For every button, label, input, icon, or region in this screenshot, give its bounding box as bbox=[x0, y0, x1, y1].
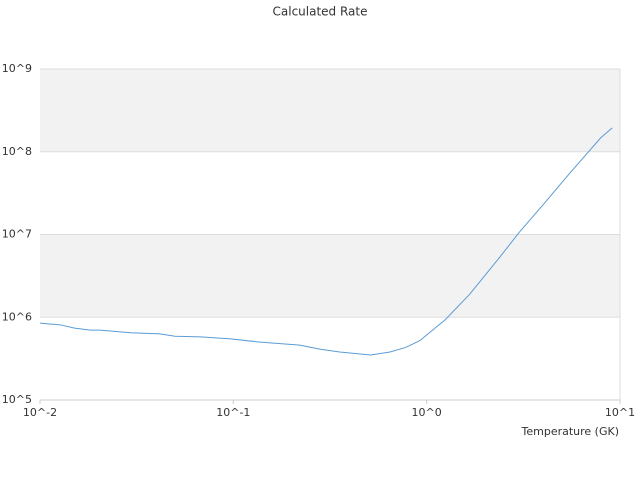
grid-band bbox=[40, 234, 620, 318]
y-tick-label: 10^6 bbox=[2, 310, 32, 323]
x-tick-label: 10^0 bbox=[412, 406, 442, 419]
y-tick-label: 10^9 bbox=[2, 62, 32, 75]
grid-band bbox=[40, 69, 620, 152]
x-tick-label: 10^1 bbox=[605, 406, 635, 419]
y-tick-label: 10^7 bbox=[2, 228, 32, 241]
y-tick-label: 10^8 bbox=[2, 145, 32, 158]
x-tick-label: 10^-1 bbox=[216, 406, 250, 419]
x-axis-label: Temperature (GK) bbox=[521, 425, 620, 438]
x-tick-label: 10^-2 bbox=[23, 406, 57, 419]
chart-title: Calculated Rate bbox=[273, 5, 368, 19]
data-line bbox=[39, 127, 613, 356]
y-tick-label: 10^5 bbox=[2, 393, 32, 406]
